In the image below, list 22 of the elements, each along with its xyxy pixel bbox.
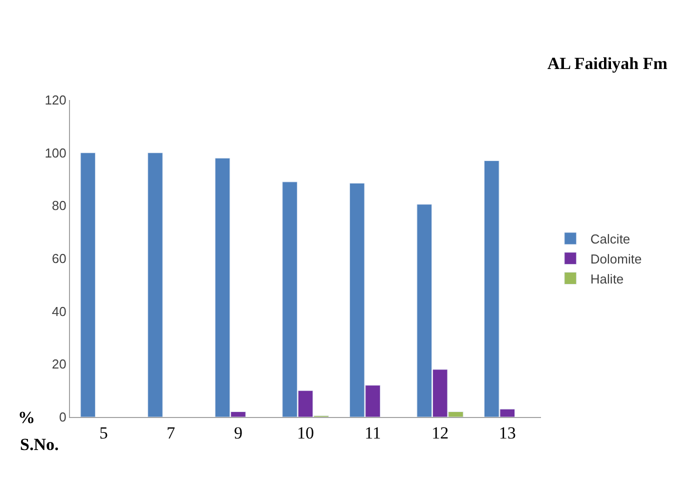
y-tick-label: 100 xyxy=(44,145,66,160)
x-tick-label: 5 xyxy=(99,423,108,442)
x-tick-label: 10 xyxy=(297,423,314,442)
text: AL Faidiyah Fm xyxy=(547,54,668,74)
y-tick-label: 20 xyxy=(52,356,66,372)
x-tick-label: 12 xyxy=(432,423,449,442)
y-tick-label: 60 xyxy=(52,251,66,266)
bar xyxy=(148,152,163,417)
legend-label: Halite xyxy=(590,271,624,286)
y-tick-label: 40 xyxy=(52,304,66,319)
x-tick-label: 9 xyxy=(234,423,242,442)
y-tick-label: 0 xyxy=(59,410,66,425)
x-tick-label: 11 xyxy=(364,423,381,442)
legend-label: Dolomite xyxy=(590,251,642,266)
legend-label: Calcite xyxy=(590,232,630,247)
bar xyxy=(80,152,96,417)
x-tick-label: 7 xyxy=(166,423,176,442)
y-axis-title: % xyxy=(18,408,35,427)
y-tick-label: 80 xyxy=(52,198,66,214)
y-tick-label: 120 xyxy=(44,92,66,108)
x-tick-label: 13 xyxy=(498,423,516,442)
x-axis-title: S.No. xyxy=(20,435,59,454)
